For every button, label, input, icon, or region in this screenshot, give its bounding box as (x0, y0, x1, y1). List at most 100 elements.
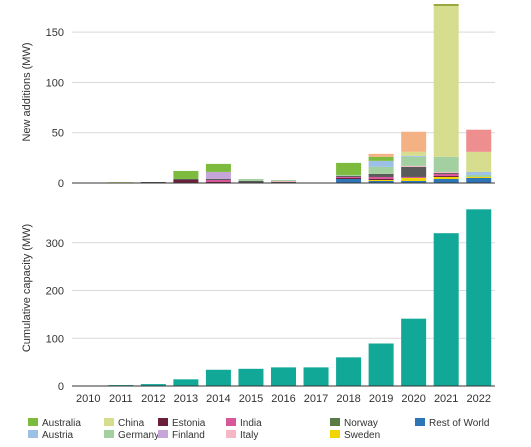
bar-segment (368, 173, 394, 177)
bar-segment (401, 131, 427, 152)
bar (466, 209, 492, 386)
bar-segment (433, 156, 459, 172)
legend-swatch (226, 430, 236, 438)
legend-swatch (28, 418, 38, 426)
bottom-bars (75, 209, 492, 387)
x-tick-label: 2012 (141, 393, 165, 405)
legend-swatch (415, 418, 425, 426)
y-tick-label: 0 (58, 178, 64, 190)
bar-segment (173, 178, 199, 180)
bar-segment (271, 179, 296, 181)
bar-segment (336, 162, 362, 175)
bottom-axis: Cumulative capacity (MW) (21, 224, 495, 387)
bar-segment (433, 6, 459, 157)
bar (140, 384, 166, 386)
y-tick-label: 200 (46, 286, 64, 298)
bar-segment (368, 160, 394, 167)
bar-segment (368, 156, 394, 161)
bar-segment (466, 129, 492, 152)
y-tick-label: 50 (52, 128, 64, 140)
legend-swatch (158, 430, 168, 438)
top-bars (108, 4, 492, 183)
bar (336, 357, 362, 386)
legend-swatch (330, 418, 340, 426)
bar-segment (401, 177, 427, 181)
bar-segment (205, 179, 231, 182)
bar-segment (401, 166, 427, 177)
legend-label: Finland (172, 430, 205, 441)
bar-segment (336, 174, 362, 176)
legend-label: Sweden (344, 430, 380, 441)
bar (238, 368, 264, 386)
bar-segment (173, 179, 199, 183)
bar-segment (433, 172, 459, 174)
bar-segment (401, 151, 427, 156)
bar-segment (466, 176, 492, 178)
bar-segment (271, 180, 296, 182)
x-tick-label: 2018 (336, 393, 360, 405)
x-tick-label: 2013 (174, 393, 198, 405)
x-tick-label: 2014 (206, 393, 230, 405)
x-tick-label: 2021 (434, 393, 458, 405)
x-tick-label: 2010 (76, 393, 100, 405)
legend-swatch (28, 430, 38, 438)
bar-segment (433, 175, 459, 177)
bar-segment (205, 178, 231, 180)
bar-segment (433, 171, 459, 173)
y-tick-label: 100 (46, 333, 64, 345)
bar-segment (401, 165, 427, 167)
bar-segment (401, 180, 427, 183)
bar-segment (336, 178, 362, 183)
x-axis-tick-labels: 2010 2011 2012 2013 2014 2015 2016 2017 2018 2019… (76, 393, 491, 405)
bar-segment (433, 176, 459, 179)
bar-segment (433, 173, 459, 176)
bar (173, 379, 199, 386)
y-axis-title: New additions (MW) (21, 42, 33, 141)
bar (433, 233, 459, 386)
legend-swatch (158, 418, 168, 426)
legend-label: Italy (240, 430, 258, 441)
legend-label: Estonia (172, 418, 206, 429)
y-tick-label: 0 (58, 381, 64, 393)
bar-segment (238, 180, 264, 183)
bar-segment (173, 170, 199, 179)
bar (205, 369, 231, 386)
bar-segment (140, 181, 166, 183)
bar-segment (336, 175, 362, 177)
bar-segment (336, 177, 362, 179)
x-tick-label: 2015 (239, 393, 263, 405)
bar-segment (466, 171, 492, 175)
y-axis-title: Cumulative capacity (MW) (21, 224, 33, 352)
legend-swatch (330, 430, 340, 438)
x-tick-label: 2017 (304, 393, 328, 405)
bar-segment (336, 176, 362, 178)
x-tick-label: 2022 (466, 393, 490, 405)
bar-segment (368, 179, 394, 181)
bar (303, 367, 329, 386)
x-tick-label: 2011 (109, 393, 133, 405)
legend-label: Germany (118, 430, 159, 441)
bar-segment (433, 4, 459, 7)
top-gridlines: 0 50 100 150 (46, 27, 495, 190)
y-tick-label: 150 (46, 27, 64, 39)
x-tick-label: 2019 (369, 393, 393, 405)
bar-segment (401, 176, 427, 178)
legend-swatch (104, 418, 114, 426)
bar-segment (401, 156, 427, 166)
x-tick-label: 2020 (401, 393, 425, 405)
legend-swatch (104, 430, 114, 438)
legend-label: India (240, 418, 262, 429)
bar-segment (368, 176, 394, 179)
bar-segment (205, 181, 231, 183)
legend: Australia China Estonia India Norway Rest of … (28, 418, 489, 441)
legend-label: China (118, 418, 145, 429)
legend-swatch (226, 418, 236, 426)
legend-label: Australia (42, 418, 81, 429)
bottom-gridlines: 0 100 200 300 (46, 238, 495, 393)
legend-label: Rest of World (429, 418, 489, 429)
x-tick-label: 2016 (271, 393, 295, 405)
bar-segment (466, 151, 492, 172)
bar (401, 318, 427, 386)
top-axis: New additions (MW) (21, 42, 495, 184)
